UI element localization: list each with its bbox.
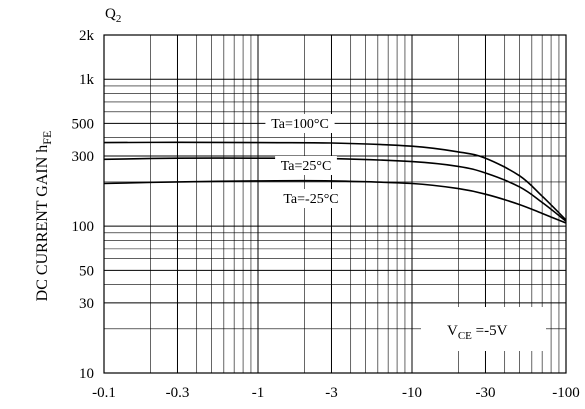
panel-label: Q2 bbox=[105, 6, 121, 25]
x-tick-label: -3 bbox=[325, 385, 338, 401]
condition-box: VCE =-5V bbox=[421, 307, 546, 351]
x-tick-label: -30 bbox=[475, 385, 495, 401]
series-group bbox=[104, 142, 566, 223]
series-label-3: Ta=-25°C bbox=[276, 189, 345, 208]
series-labels: Ta=100°C Ta=25°C Ta=-25°C bbox=[265, 114, 345, 208]
y-tick-label: 100 bbox=[72, 219, 95, 235]
x-tick-label: -0.1 bbox=[92, 385, 116, 401]
y-axis-title: DC CURRENT GAIN hFE bbox=[34, 131, 54, 302]
y-tick-label: 300 bbox=[72, 149, 95, 165]
x-tick-label: -1 bbox=[252, 385, 265, 401]
y-tick-label: 1k bbox=[79, 72, 95, 88]
x-tick-label: -10 bbox=[402, 385, 422, 401]
series-label-text: Ta=100°C bbox=[271, 117, 329, 132]
y-tick-label: 50 bbox=[79, 263, 94, 279]
x-tick-labels: -0.1 -0.3 -1 -3 -10 -30 -100 bbox=[92, 385, 580, 401]
x-tick-label: -100 bbox=[552, 385, 580, 401]
series-label-1: Ta=100°C bbox=[265, 114, 334, 133]
y-tick-label: 2k bbox=[79, 28, 95, 44]
series-label-2: Ta=25°C bbox=[275, 156, 337, 175]
y-tick-labels: 2k 1k 500 300 100 50 30 10 bbox=[72, 28, 95, 382]
y-tick-label: 500 bbox=[72, 116, 95, 132]
y-tick-label: 10 bbox=[79, 366, 94, 382]
x-tick-label: -0.3 bbox=[166, 385, 190, 401]
series-label-text: Ta=-25°C bbox=[283, 192, 338, 207]
series-label-text: Ta=25°C bbox=[281, 159, 332, 174]
y-tick-label: 30 bbox=[79, 296, 94, 312]
